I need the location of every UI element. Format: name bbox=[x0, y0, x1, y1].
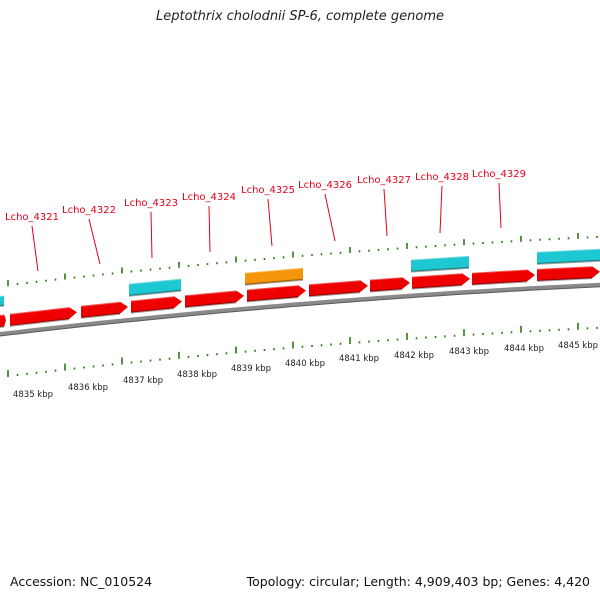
gene-leader-line bbox=[208, 205, 211, 253]
genome-summary-text: Topology: circular; Length: 4,909,403 bp… bbox=[246, 574, 590, 589]
gene-leader-line bbox=[88, 218, 101, 265]
cds-arrow-other bbox=[410, 254, 470, 273]
gene-leader-line bbox=[498, 182, 502, 229]
cds-track-forward bbox=[0, 265, 600, 328]
cds-arrow-forward bbox=[246, 284, 306, 303]
kbp-label: 4835 kbp bbox=[13, 390, 53, 400]
cds-track-other bbox=[0, 247, 600, 307]
kbp-label: 4842 kbp bbox=[394, 351, 434, 361]
cds-arrow-forward bbox=[369, 276, 410, 293]
kbp-label: 4837 kbp bbox=[123, 376, 163, 386]
kbp-label: 4843 kbp bbox=[449, 347, 489, 357]
map-title: Leptothrix cholodnii SP-6, complete geno… bbox=[156, 9, 444, 24]
gene-leader-line bbox=[324, 193, 336, 242]
cds-arrow-forward bbox=[0, 313, 6, 328]
accession-text: Accession: NC_010524 bbox=[10, 574, 153, 589]
gene-label: Lcho_4322 bbox=[62, 205, 116, 216]
kbp-label: 4840 kbp bbox=[285, 359, 325, 369]
kbp-label: 4839 kbp bbox=[231, 364, 271, 374]
gene-label: Lcho_4321 bbox=[5, 212, 59, 223]
cds-arrow-forward bbox=[130, 295, 182, 314]
cds-highlighted bbox=[244, 266, 304, 286]
kbp-label: 4844 kbp bbox=[504, 344, 544, 354]
cds-arrow-forward bbox=[411, 272, 470, 290]
gene-leader-line bbox=[267, 198, 273, 247]
cds-arrow-forward bbox=[184, 289, 244, 309]
kbp-label: 4836 kbp bbox=[68, 383, 108, 393]
outer-tick-track bbox=[7, 232, 598, 287]
cds-arrow-forward bbox=[80, 300, 128, 319]
inner-tick-track bbox=[7, 322, 598, 378]
cds-arrow-forward bbox=[308, 279, 368, 298]
gene-leader-line bbox=[150, 211, 153, 259]
cds-arrow-forward bbox=[9, 306, 77, 327]
gene-leader-line bbox=[31, 225, 39, 272]
gene-label: Lcho_4326 bbox=[298, 180, 352, 191]
cds-arrow-other bbox=[128, 277, 182, 297]
cds-arrow-other bbox=[0, 294, 5, 307]
kbp-label: 4845 kbp bbox=[558, 341, 598, 351]
cds-arrow-forward bbox=[471, 268, 535, 286]
genome-backbone bbox=[0, 282, 600, 337]
cds-arrow-other bbox=[536, 247, 600, 265]
kbp-label-layer: 4835 kbp 4836 kbp 4837 kbp 4838 kbp 4839 kbp… bbox=[13, 341, 598, 400]
cds-arrow-forward bbox=[536, 265, 600, 282]
gene-leader-line bbox=[439, 185, 443, 234]
gene-label: Lcho_4325 bbox=[241, 185, 295, 196]
gene-label: Lcho_4329 bbox=[472, 169, 526, 180]
gene-leader-line bbox=[383, 188, 388, 237]
kbp-label: 4838 kbp bbox=[177, 370, 217, 380]
gene-label: Lcho_4324 bbox=[182, 192, 236, 203]
gene-label: Lcho_4327 bbox=[357, 175, 411, 186]
kbp-label: 4841 kbp bbox=[339, 354, 379, 364]
gene-label: Lcho_4328 bbox=[415, 172, 469, 183]
backbone-shadow bbox=[0, 286, 600, 337]
gene-label: Lcho_4323 bbox=[124, 198, 178, 209]
backbone-line bbox=[0, 282, 600, 336]
